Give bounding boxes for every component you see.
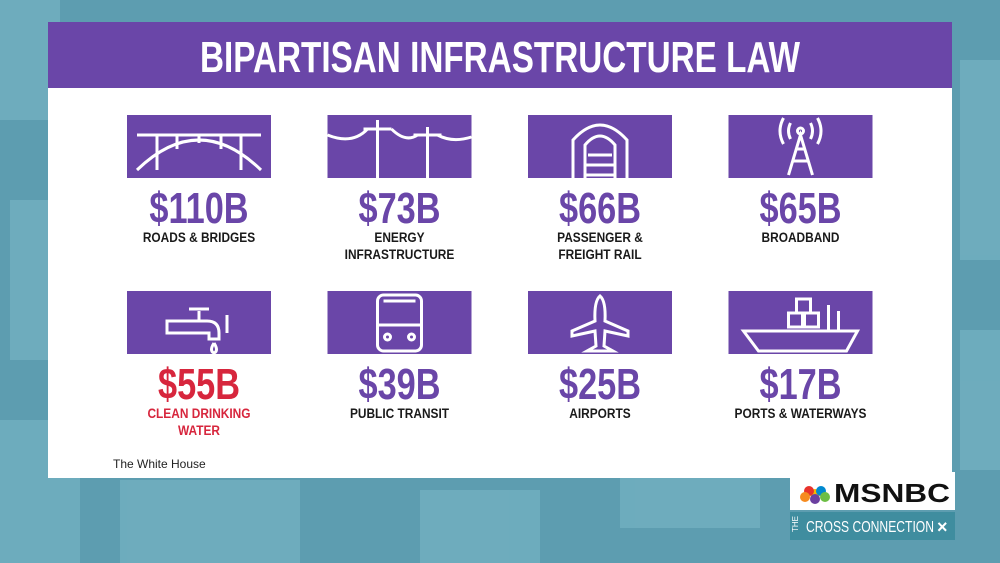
icon-box	[728, 115, 873, 178]
amount: $66B	[559, 184, 641, 233]
label: PASSENGER &	[557, 229, 643, 245]
icon-part	[165, 319, 221, 341]
icon-box	[127, 115, 271, 178]
icon-part	[583, 134, 617, 178]
amount: $73B	[358, 184, 440, 233]
amount: $25B	[559, 360, 641, 409]
icon	[740, 297, 861, 353]
icon-box	[528, 291, 672, 354]
show-box	[790, 512, 955, 540]
label: ENERGY	[374, 229, 425, 245]
icon	[778, 117, 823, 176]
icon	[571, 123, 629, 178]
label: INFRASTRUCTURE	[345, 246, 455, 262]
icon	[376, 293, 423, 353]
network-name: MSNBC	[834, 478, 950, 508]
source: The White House	[113, 457, 206, 471]
amount: $39B	[358, 360, 440, 409]
label: WATER	[178, 422, 221, 438]
amount: $55B	[158, 360, 240, 409]
label: PORTS & WATERWAYS	[735, 405, 867, 421]
label: ROADS & BRIDGES	[143, 229, 256, 245]
icon	[135, 133, 263, 172]
icon-part	[326, 127, 472, 142]
label: BROADBAND	[762, 229, 840, 245]
icon-part	[570, 294, 630, 353]
icon-part	[376, 293, 423, 353]
label: CLEAN DRINKING	[147, 405, 250, 421]
show-prefix: THE	[791, 516, 800, 532]
peacock	[800, 486, 830, 504]
show-mark: ×	[937, 517, 948, 537]
icon	[570, 294, 630, 353]
amount: $17B	[759, 360, 841, 409]
show-name: CROSS CONNECTION	[806, 519, 934, 536]
icon	[165, 307, 229, 355]
logo: MSNBC THE CROSS CONNECTION ×	[790, 472, 955, 540]
icon-part	[740, 329, 861, 353]
amount: $65B	[759, 184, 841, 233]
icon-box	[327, 115, 472, 178]
icon-part	[407, 332, 416, 342]
icon-part	[383, 332, 392, 342]
amount: $110B	[149, 184, 248, 233]
label: PUBLIC TRANSIT	[350, 405, 449, 421]
title-bar	[48, 22, 952, 88]
icon-part	[795, 297, 812, 315]
icon	[326, 120, 472, 178]
title: BIPARTISAN INFRASTRUCTURE LAW	[200, 33, 800, 82]
icon-part	[778, 117, 823, 145]
icon-part	[796, 126, 805, 136]
icon-part	[571, 123, 629, 178]
icon-part	[210, 342, 218, 355]
label: AIRPORTS	[569, 405, 631, 421]
panel	[48, 22, 952, 478]
label: FREIGHT RAIL	[558, 246, 641, 262]
